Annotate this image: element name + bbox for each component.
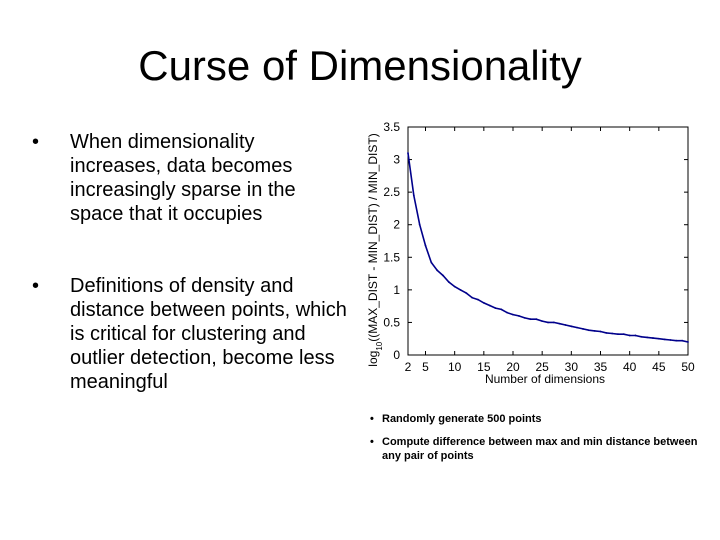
data-point bbox=[517, 315, 520, 317]
x-tick-label: 25 bbox=[535, 360, 549, 374]
data-point bbox=[687, 341, 689, 343]
data-point bbox=[558, 322, 561, 325]
data-point bbox=[657, 337, 660, 340]
x-axis-label: Number of dimensions bbox=[485, 372, 605, 386]
bullet-text: Definitions of density and distance betw… bbox=[70, 275, 347, 393]
data-point bbox=[587, 329, 590, 332]
slide-title: Curse of Dimensionality bbox=[138, 42, 582, 89]
data-point bbox=[681, 339, 684, 342]
bullet-list: • When dimensionality increases, data be… bbox=[28, 130, 348, 394]
y-axis-label-sub: 10 bbox=[375, 341, 384, 350]
data-point bbox=[453, 285, 456, 288]
chart-svg: log10((MAX_DIST - MIN_DIST) / MIN_DIST) … bbox=[366, 120, 695, 386]
note-text: Randomly generate 500 points bbox=[382, 413, 542, 425]
data-point bbox=[622, 333, 625, 336]
data-point bbox=[529, 318, 532, 321]
data-point bbox=[424, 244, 427, 247]
bullet-marker: • bbox=[32, 131, 40, 153]
data-point bbox=[412, 194, 415, 197]
y-tick-label: 1.5 bbox=[383, 250, 400, 264]
bullet-item: • When dimensionality increases, data be… bbox=[28, 130, 348, 226]
x-tick-label: 15 bbox=[477, 360, 491, 374]
note-item: • Randomly generate 500 points bbox=[370, 412, 710, 426]
x-tick-label: 45 bbox=[652, 360, 666, 374]
data-point bbox=[611, 332, 614, 335]
data-point bbox=[663, 338, 666, 341]
data-point bbox=[447, 281, 450, 283]
y-tick-label: 2.5 bbox=[383, 185, 400, 199]
x-tick-label: 50 bbox=[681, 360, 695, 374]
data-point bbox=[675, 339, 678, 342]
y-tick-label: 2 bbox=[393, 218, 400, 232]
x-tick-label: 40 bbox=[623, 360, 637, 374]
data-point bbox=[593, 329, 596, 332]
data-point bbox=[482, 301, 485, 304]
data-point bbox=[605, 331, 608, 334]
bullet-item: • Definitions of density and distance be… bbox=[28, 274, 348, 394]
data-point bbox=[500, 308, 503, 311]
data-point bbox=[506, 311, 509, 314]
y-axis-label: log10((MAX_DIST - MIN_DIST) / MIN_DIST) bbox=[366, 133, 384, 366]
bullet-marker: • bbox=[32, 275, 40, 297]
note-marker: • bbox=[370, 436, 374, 448]
bullet-text: When dimensionality increases, data beco… bbox=[70, 131, 296, 225]
data-point bbox=[617, 333, 619, 336]
note-text: Compute difference between max and min d… bbox=[382, 436, 698, 462]
data-point bbox=[652, 337, 654, 339]
data-point bbox=[407, 152, 409, 154]
plot-frame bbox=[407, 126, 689, 356]
data-point bbox=[418, 223, 421, 226]
data-point bbox=[459, 288, 462, 291]
y-axis-label-base: log bbox=[366, 351, 380, 367]
x-tick-label: 35 bbox=[594, 360, 608, 374]
y-tick-label: 0.5 bbox=[383, 315, 400, 329]
x-tick-label: 30 bbox=[565, 360, 579, 374]
data-point bbox=[436, 269, 439, 272]
y-tick-label: 0 bbox=[393, 348, 400, 362]
data-point bbox=[640, 335, 643, 338]
data-point bbox=[582, 328, 584, 330]
data-point bbox=[628, 334, 631, 337]
note-item: • Compute difference between max and min… bbox=[370, 435, 710, 463]
data-point bbox=[442, 274, 444, 277]
data-point bbox=[430, 261, 433, 264]
data-point bbox=[552, 321, 555, 324]
y-tick-label: 3 bbox=[393, 153, 400, 167]
data-point bbox=[564, 324, 567, 326]
data-point bbox=[634, 334, 637, 337]
x-tick-label: 5 bbox=[422, 360, 429, 374]
x-tick-label: 2 bbox=[405, 360, 412, 374]
data-point bbox=[488, 304, 491, 307]
series-line bbox=[407, 152, 689, 343]
y-axis-label-rest: ((MAX_DIST - MIN_DIST) / MIN_DIST) bbox=[366, 133, 380, 341]
y-tick-label: 1 bbox=[393, 283, 400, 297]
data-point bbox=[570, 325, 573, 328]
data-point bbox=[523, 316, 526, 319]
y-tick-label: 3.5 bbox=[383, 120, 400, 134]
data-point bbox=[669, 339, 672, 341]
data-point bbox=[547, 321, 549, 324]
note-marker: • bbox=[370, 413, 374, 425]
data-point bbox=[535, 318, 538, 321]
x-tick-label: 20 bbox=[506, 360, 520, 374]
data-point bbox=[512, 313, 514, 316]
data-point bbox=[599, 330, 602, 333]
data-point bbox=[541, 320, 544, 323]
data-point bbox=[494, 307, 497, 309]
notes-list: • Randomly generate 500 points • Compute… bbox=[370, 412, 710, 463]
data-point bbox=[477, 298, 479, 301]
data-point bbox=[646, 336, 649, 339]
data-point bbox=[471, 296, 474, 299]
chart: log10((MAX_DIST - MIN_DIST) / MIN_DIST) … bbox=[355, 110, 695, 390]
data-point bbox=[576, 326, 579, 329]
x-tick-label: 10 bbox=[448, 360, 462, 374]
data-point bbox=[465, 292, 468, 295]
